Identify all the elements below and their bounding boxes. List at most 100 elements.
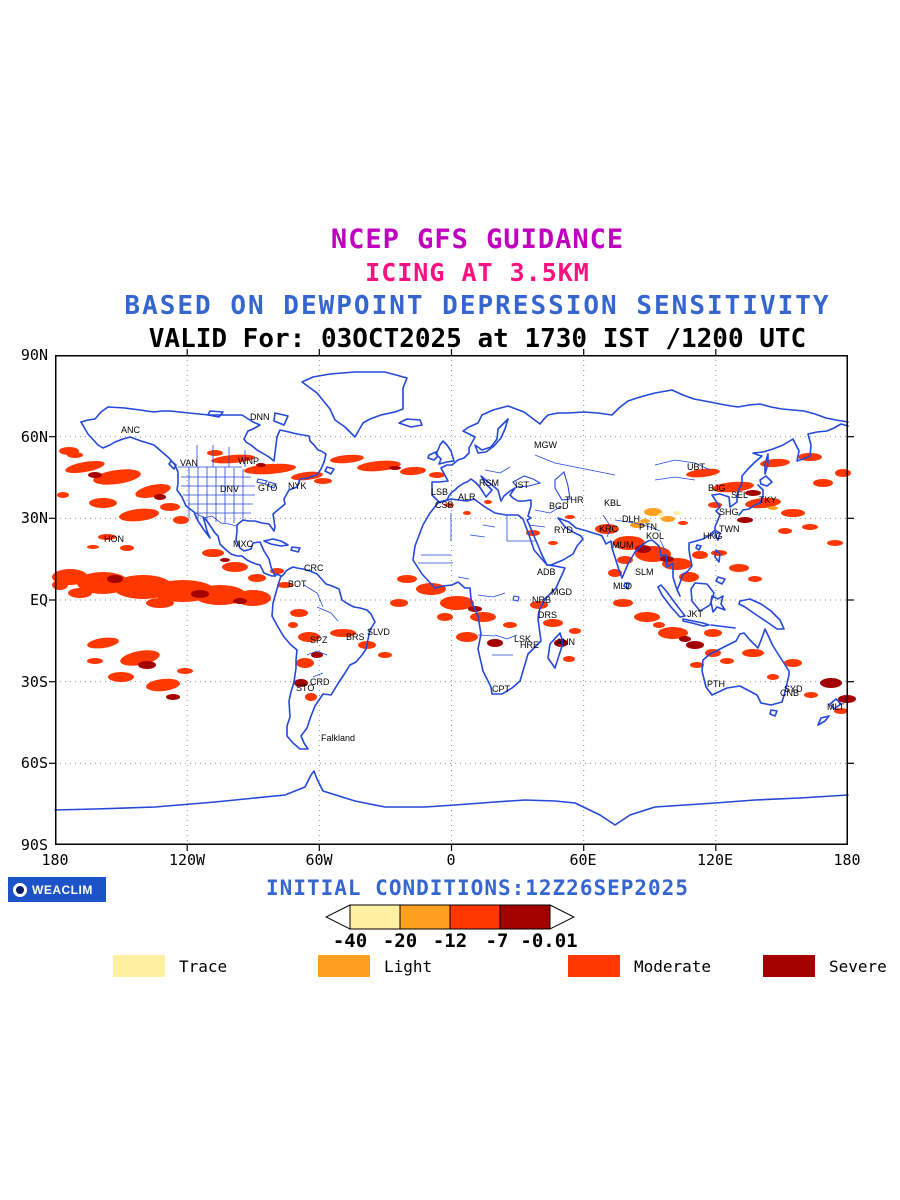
lat-label-90s: 90S xyxy=(20,836,48,854)
coast-newzealand xyxy=(817,698,842,726)
station-label: HRE xyxy=(520,640,539,650)
icing-blob xyxy=(658,513,664,517)
station-label: MXC xyxy=(233,539,254,549)
station-label: MGD xyxy=(551,587,572,597)
icing-blob xyxy=(679,572,699,582)
icing-blob xyxy=(154,494,166,500)
icing-blob xyxy=(729,564,749,572)
coast-greenland xyxy=(301,371,408,438)
station-label: VAN xyxy=(180,458,198,468)
icing-blob xyxy=(135,484,171,498)
station-label: HKG xyxy=(703,531,723,541)
icing-blob xyxy=(177,668,193,674)
colorbar-tick-001: -0.01 xyxy=(520,930,578,952)
station-label: ANC xyxy=(121,425,141,435)
map-frame xyxy=(55,355,848,845)
icing-blob xyxy=(330,454,364,464)
colorbar-segment xyxy=(499,904,551,930)
icing-blob xyxy=(298,632,320,642)
lat-label-90n: 90N xyxy=(20,346,48,364)
icing-blob xyxy=(690,662,704,668)
icing-blob xyxy=(653,622,665,628)
icing-blob xyxy=(248,574,266,582)
axis-ticks xyxy=(49,349,854,851)
icing-blob xyxy=(484,500,492,504)
icing-blob xyxy=(296,658,314,668)
icing-blob xyxy=(679,636,691,642)
icing-blob xyxy=(644,508,662,516)
icing-blob xyxy=(658,627,688,639)
icing-blob xyxy=(65,460,105,474)
icing-blob xyxy=(437,613,453,621)
icing-blob xyxy=(146,598,174,608)
coast-madagascar xyxy=(547,632,564,669)
icing-blob xyxy=(88,472,102,478)
lon-label-0: 0 xyxy=(446,851,456,869)
station-label: MGW xyxy=(534,440,557,450)
lon-label-60e: 60E xyxy=(569,851,597,869)
icing-blob xyxy=(160,503,180,511)
station-label: CPT xyxy=(492,684,511,694)
station-label: KOL xyxy=(646,531,664,541)
icing-blob xyxy=(93,469,141,485)
icing-blob xyxy=(661,516,675,522)
icing-blob xyxy=(207,450,223,456)
station-label: BOT xyxy=(288,579,307,589)
colorbar-left-arrow xyxy=(324,904,351,930)
station-label: TWN xyxy=(719,524,740,534)
weaclim-logo-icon xyxy=(13,882,27,897)
colorbar-tick-7: -7 xyxy=(485,930,509,952)
station-label: ADB xyxy=(537,567,556,577)
icing-blob xyxy=(565,515,575,519)
icing-blob xyxy=(378,652,392,658)
icing-blob xyxy=(138,661,156,669)
coast-antarctica xyxy=(54,770,849,826)
icing-blob xyxy=(68,588,92,598)
station-label: SYD xyxy=(784,684,803,694)
colorbar xyxy=(324,904,576,930)
icing-blob xyxy=(563,656,575,662)
icing-blob xyxy=(291,471,323,481)
icing-blob xyxy=(107,575,123,583)
coast-africa xyxy=(412,498,566,695)
icing-blob xyxy=(173,516,189,524)
station-label: SLVD xyxy=(367,627,390,637)
station-label: BRS xyxy=(346,632,365,642)
icing-blob xyxy=(87,545,99,549)
weaclim-logo: WEACLIM xyxy=(8,877,106,902)
station-label: ALR xyxy=(458,492,476,502)
inland-seas xyxy=(256,471,571,602)
station-label: NRB xyxy=(532,595,551,605)
icing-blob xyxy=(781,509,805,517)
station-label: SPZ xyxy=(310,635,328,645)
icing-blob xyxy=(288,622,298,628)
station-label: DRS xyxy=(538,610,557,620)
legend-item-severe: Severe xyxy=(763,955,887,977)
lon-label-180w: 180 xyxy=(41,851,69,869)
station-label: HON xyxy=(104,534,124,544)
colorbar-right-arrow xyxy=(549,904,576,930)
legend-swatch-moderate xyxy=(568,955,620,977)
icing-blob xyxy=(357,460,401,472)
coast-americas-west xyxy=(80,421,376,750)
station-label: JKT xyxy=(687,609,704,619)
icing-blob xyxy=(290,609,308,617)
icing-blob xyxy=(429,472,445,478)
station-label: SHG xyxy=(719,507,739,517)
icing-blob xyxy=(804,692,818,698)
station-label: THR xyxy=(565,495,584,505)
station-label: CRC xyxy=(304,563,324,573)
station-label: SEL xyxy=(731,490,748,500)
icing-blob xyxy=(608,569,622,577)
station-label: DNN xyxy=(250,412,270,422)
lat-label-60s: 60S xyxy=(20,754,48,772)
icing-blob xyxy=(745,490,761,496)
icing-blob xyxy=(543,619,563,627)
icing-blob xyxy=(305,693,317,701)
lat-label-30s: 30S xyxy=(20,673,48,691)
station-label: ANN xyxy=(556,637,575,647)
icing-blob xyxy=(89,498,117,508)
icing-blob xyxy=(630,522,644,528)
